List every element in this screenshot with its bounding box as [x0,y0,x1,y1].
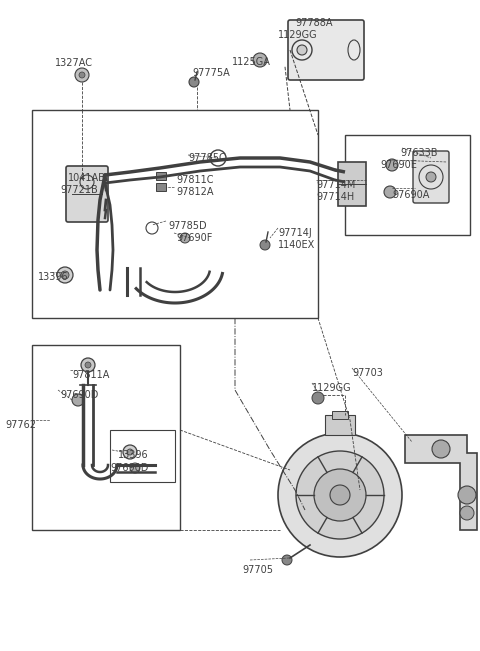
Text: 97690D: 97690D [110,463,148,473]
Bar [32,345,180,530]
Text: 97811C: 97811C [176,175,214,185]
Bar [338,162,366,206]
Polygon shape [405,435,477,530]
FancyBboxPatch shape [288,20,364,80]
Circle shape [384,186,396,198]
Circle shape [314,469,366,521]
Text: 97762: 97762 [5,420,36,430]
Text: 13396: 13396 [38,272,69,282]
Text: 1327AC: 1327AC [55,58,93,68]
Circle shape [57,267,73,283]
Circle shape [253,53,267,67]
Text: 97812A: 97812A [176,187,214,197]
Text: 97785D: 97785D [168,221,206,231]
Circle shape [75,68,89,82]
Bar [345,135,470,235]
Circle shape [61,271,69,279]
Circle shape [278,433,402,557]
Text: 97714J: 97714J [278,228,312,238]
Circle shape [189,77,199,87]
FancyBboxPatch shape [413,151,449,203]
Circle shape [282,555,292,565]
Text: 97690F: 97690F [176,233,212,243]
Text: 1129GG: 1129GG [312,383,352,393]
Circle shape [130,463,140,473]
Text: 97811A: 97811A [72,370,109,380]
Text: 13396: 13396 [118,450,149,460]
Circle shape [296,451,384,539]
Text: 97690A: 97690A [392,190,430,200]
Text: 97775A: 97775A [192,68,230,78]
Circle shape [312,392,324,404]
Text: 1125GA: 1125GA [232,57,271,67]
Text: 1129GG: 1129GG [278,30,318,40]
Circle shape [426,172,436,182]
FancyBboxPatch shape [66,166,108,222]
Bar [32,110,318,318]
Text: 97705: 97705 [242,565,273,575]
Circle shape [72,394,84,406]
Circle shape [123,445,137,459]
Bar [332,411,348,419]
Circle shape [432,440,450,458]
Circle shape [81,358,95,372]
Circle shape [297,45,307,55]
Text: 97714H: 97714H [316,192,354,202]
Circle shape [330,485,350,505]
Bar [325,415,355,435]
Circle shape [127,449,133,455]
Circle shape [260,240,270,250]
Text: 97788A: 97788A [295,18,333,28]
Text: 97785C: 97785C [188,153,226,163]
Text: 97703: 97703 [352,368,383,378]
Circle shape [180,233,190,243]
Bar [110,430,175,482]
Text: 1041AB: 1041AB [68,173,106,183]
Circle shape [458,486,476,504]
Circle shape [85,362,91,368]
Text: 97690D: 97690D [60,390,98,400]
Bar [156,172,166,180]
Text: 97714M: 97714M [316,180,355,190]
Circle shape [386,159,398,171]
Circle shape [460,506,474,520]
Text: 97721B: 97721B [60,185,98,195]
Text: 1140EX: 1140EX [278,240,315,250]
Circle shape [79,72,85,78]
Bar [156,183,166,191]
Text: 97633B: 97633B [400,148,437,158]
Text: 97690E: 97690E [380,160,417,170]
